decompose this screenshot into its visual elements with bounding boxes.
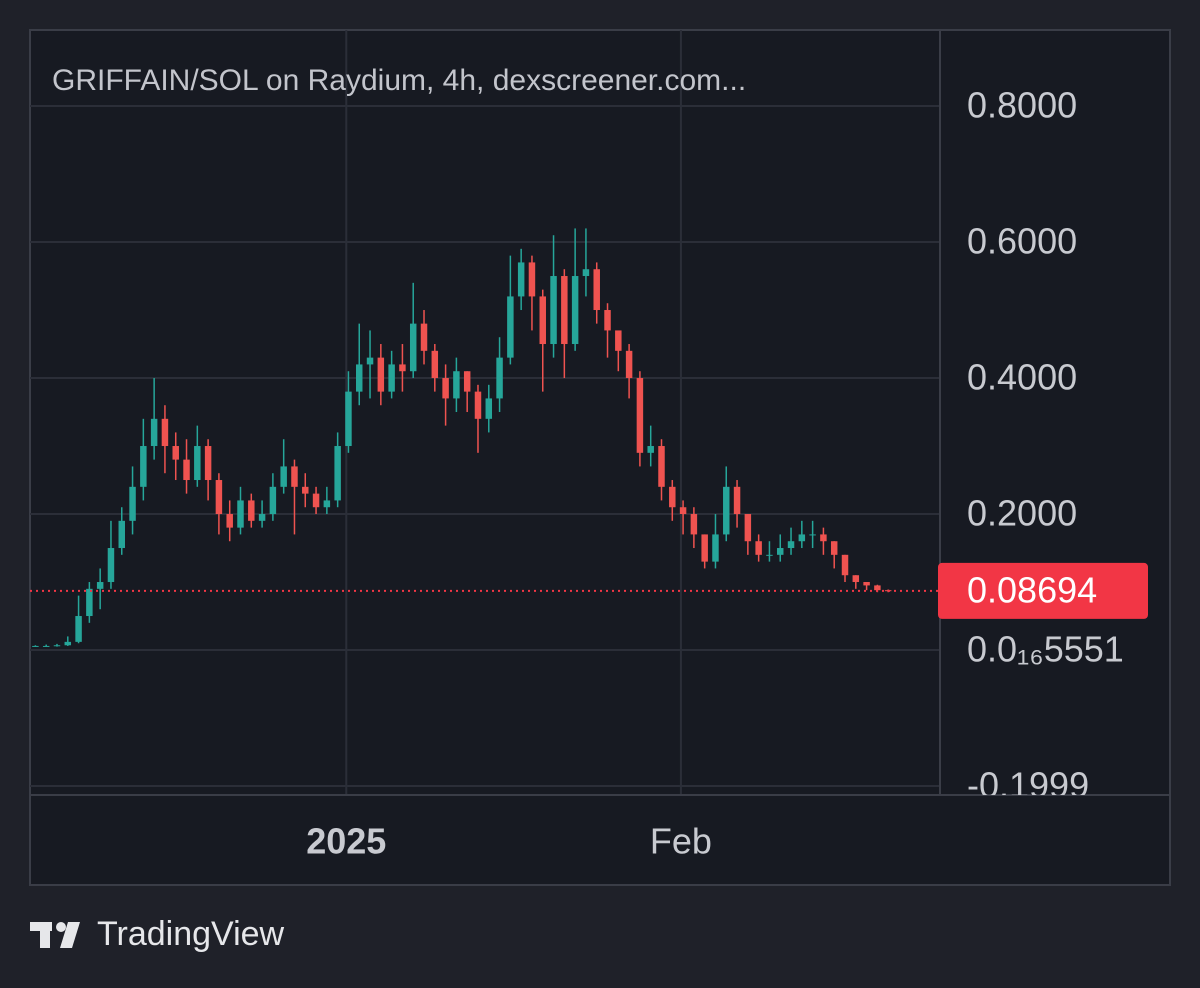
y-tick-label: 0.0₁₆5551 [967,629,1124,670]
candle-body [647,446,654,453]
candle-body [75,616,82,642]
candle-body [291,466,298,487]
candle-body [248,500,255,521]
candle-body [431,350,439,379]
candle-body [776,548,784,555]
candle-body [733,486,741,515]
candle-body [409,323,417,372]
x-axis: 2025 Feb [306,821,712,862]
candle-body [463,371,471,392]
last-price-label: 0.08694 [967,569,1097,610]
candle-body [399,364,406,372]
candle-body [755,541,762,555]
candle-body [150,418,158,447]
y-tick-label: 0.4000 [967,357,1077,398]
y-axis: -0.1999 0.0₁₆5551 0.2000 0.4000 0.6000 0.8000 [967,85,1124,805]
candle-body [625,350,633,379]
candle-body [701,534,708,562]
candle-body [809,534,816,536]
candle-body [453,371,460,399]
candle-body [658,446,665,487]
x-tick-label: 2025 [306,821,386,862]
candle-body [334,446,341,501]
candle-body [118,520,125,549]
candle-body [32,645,39,647]
candle-body [96,582,104,589]
candle-body [237,500,244,528]
candle-body [561,276,568,345]
candle-body [183,459,190,481]
brand: TradingView [97,915,285,953]
candle-body [636,378,644,453]
candle-body [226,514,233,528]
candle-body [129,486,136,521]
candle-body [442,378,449,399]
candle-body [42,645,50,647]
candle-body [204,446,212,481]
candle-body [107,548,115,583]
candle-body [615,330,622,351]
y-tick-label: -0.1999 [967,764,1089,805]
candle-body [388,364,395,392]
candle-body [787,541,795,549]
chart-title: GRIFFAIN/SOL on Raydium, 4h, dexscreener… [52,64,746,97]
tradingview-logo [30,922,80,948]
candle-body [474,391,482,419]
candle-body [830,541,838,555]
candle-body [712,534,719,562]
candle-body [744,514,752,542]
candle-body [852,575,860,583]
last-price-box [938,562,1148,619]
candle-body [863,582,870,586]
candle-body [64,641,72,646]
candle-body [841,554,849,576]
candle-body [280,466,287,487]
candle-body [766,554,773,556]
candle-body [690,514,698,535]
candle-body [140,446,147,487]
y-tick-label: 0.2000 [967,493,1077,534]
x-tick-label: Feb [650,821,712,862]
candle-body [593,269,600,311]
candle-body [53,645,61,647]
candle-body [161,418,169,447]
y-tick-label: 0.8000 [967,85,1077,126]
candle-body [582,269,590,277]
candle-body [269,486,277,515]
candle-body [798,534,806,542]
candle-body [377,357,385,392]
chart-panel [29,29,1171,886]
candle-body [528,262,536,297]
grid [30,30,940,795]
candle-body [507,296,514,358]
candle-body [604,310,611,331]
candle-body [86,588,93,617]
candle-body [312,493,320,508]
candle-body [356,364,363,392]
candle-body [485,398,493,419]
candle-body [874,585,881,591]
candle-body [258,514,266,521]
y-tick-label: 0.6000 [967,221,1077,262]
candle-body [539,296,546,345]
candle-body [194,446,201,481]
candle-body [669,486,676,508]
plot [30,228,940,647]
candle-body [723,486,730,535]
candle-body [215,480,223,515]
candle-body [366,357,374,365]
candle-body [345,391,352,447]
candle-body [679,507,687,515]
candle-body [820,534,827,542]
candle-body [571,276,579,345]
candle-body [302,486,309,494]
candle-body [420,323,428,351]
candle-body [323,500,331,508]
candle-body [172,446,179,460]
candle-body [550,276,557,345]
candle-body [496,357,503,399]
candle-body [517,262,525,297]
